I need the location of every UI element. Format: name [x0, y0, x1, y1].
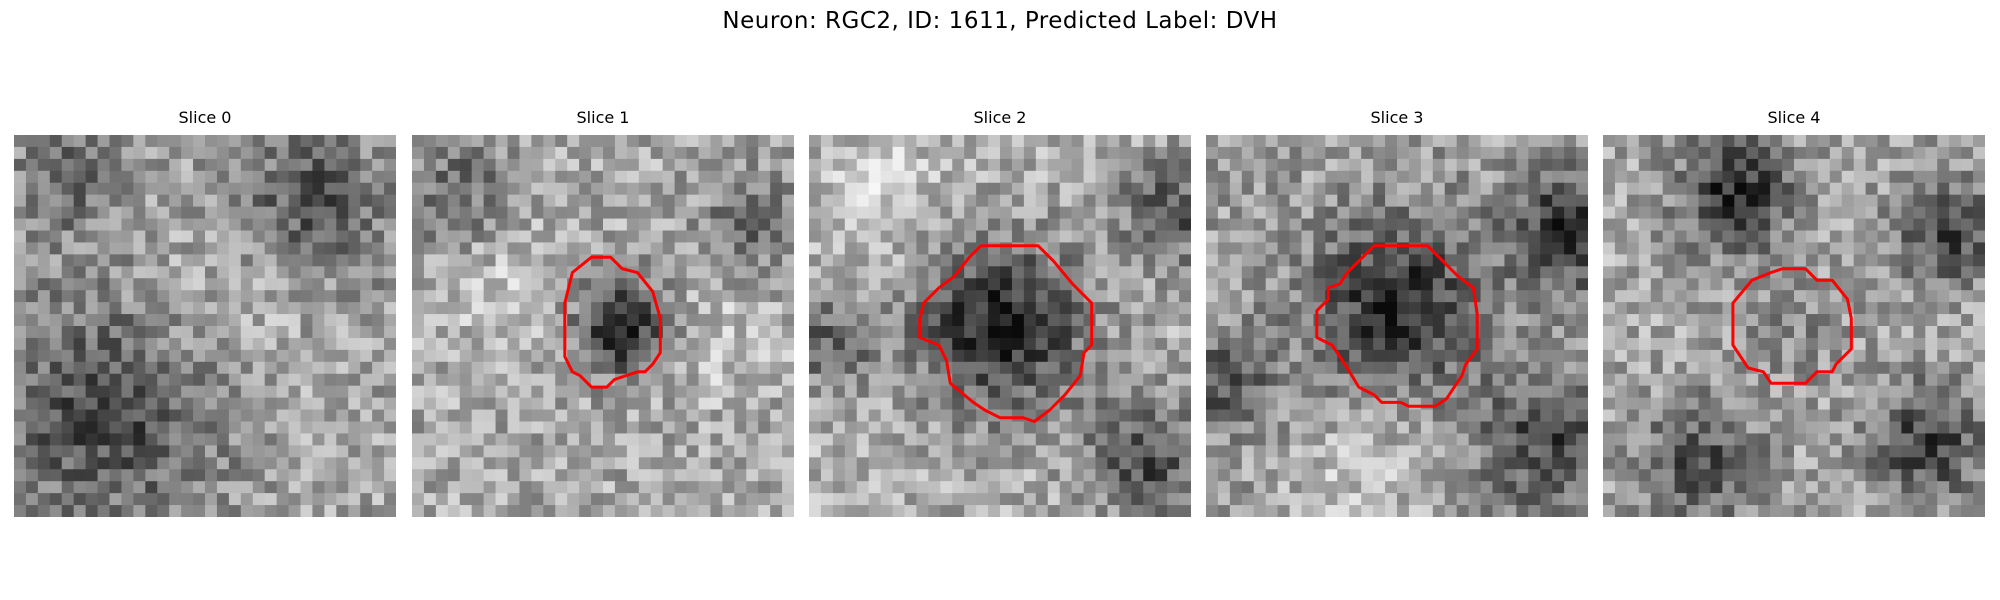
- slice-image-2: [809, 135, 1191, 517]
- slice-image-3: [1206, 135, 1588, 517]
- pixel-grid: [14, 135, 396, 517]
- slice-title-2: Slice 2: [973, 108, 1027, 127]
- pixel-grid: [1603, 135, 1985, 517]
- slice-image-1: [412, 135, 794, 517]
- roi-outline: [563, 255, 662, 389]
- slice-title-0: Slice 0: [178, 108, 232, 127]
- roi-outline: [918, 244, 1094, 423]
- slice-title-3: Slice 3: [1370, 108, 1424, 127]
- slice-image-0: [14, 135, 396, 517]
- figure-title: Neuron: RGC2, ID: 1611, Predicted Label:…: [722, 8, 1278, 34]
- slice-title-4: Slice 4: [1767, 108, 1821, 127]
- pixel-grid: [1206, 135, 1588, 517]
- pixel-grid: [809, 135, 1191, 517]
- slice-image-4: [1603, 135, 1985, 517]
- slice-title-1: Slice 1: [576, 108, 630, 127]
- roi-outline: [1315, 244, 1479, 408]
- pixel-grid: [412, 135, 794, 517]
- roi-outline: [1731, 267, 1853, 385]
